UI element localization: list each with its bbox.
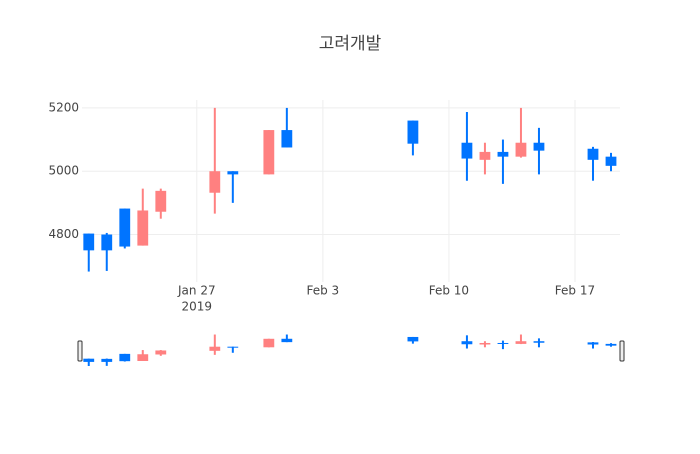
- candle-body: [83, 358, 95, 362]
- candle-body: [479, 342, 491, 345]
- candle-body: [515, 142, 527, 157]
- candle-body: [497, 151, 509, 157]
- candle-body: [119, 208, 131, 247]
- candle-body: [461, 341, 473, 345]
- range-slider-handle: [619, 340, 625, 362]
- chart-title: 고려개발: [319, 34, 382, 54]
- candle-body: [155, 190, 167, 212]
- candle-body: [155, 350, 167, 355]
- candle-body: [137, 210, 149, 246]
- x-tick-label: Feb 10: [429, 284, 469, 298]
- candle-body: [605, 156, 617, 166]
- candle-body: [281, 130, 293, 148]
- candle-body: [407, 336, 419, 342]
- candle-body: [263, 338, 275, 348]
- candle-body: [497, 342, 509, 344]
- candle-body: [587, 148, 599, 160]
- x-tick-label: Feb 17: [555, 284, 595, 298]
- candle-body: [605, 343, 617, 346]
- x-tick-label: Jan 27: [177, 284, 216, 298]
- candle-body: [83, 233, 95, 251]
- y-tick-label: 4800: [48, 227, 79, 241]
- candle-body: [515, 341, 527, 344]
- candle-body: [209, 171, 221, 193]
- candle-body: [209, 346, 221, 351]
- candle-body: [479, 151, 491, 160]
- candle-body: [227, 346, 239, 348]
- candle-body: [101, 358, 113, 362]
- candle-body: [137, 354, 149, 361]
- candle-body: [587, 342, 599, 345]
- candle-body: [533, 142, 545, 151]
- candle-body: [533, 341, 545, 343]
- candle-body: [119, 353, 131, 362]
- candle-body: [263, 130, 275, 175]
- x-tick-label: Feb 3: [307, 284, 340, 298]
- candle-body: [407, 120, 419, 144]
- range-slider-handle: [77, 340, 83, 362]
- candle-body: [101, 234, 113, 251]
- candle-body: [281, 338, 293, 343]
- y-tick-label: 5000: [48, 164, 79, 178]
- candle-body: [227, 171, 239, 175]
- y-tick-label: 5200: [48, 100, 79, 114]
- x-tick-year: 2019: [182, 300, 213, 314]
- candle-body: [461, 142, 473, 159]
